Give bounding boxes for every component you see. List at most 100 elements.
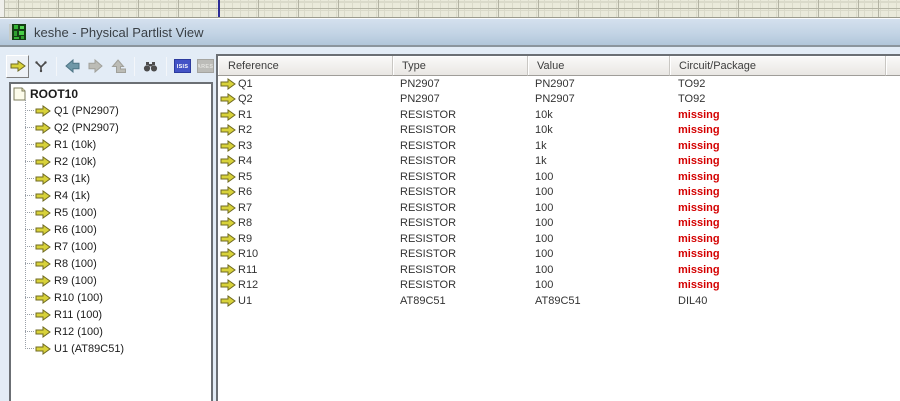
table-row[interactable]: Q1 PN2907 PN2907 TO92	[218, 76, 900, 92]
partlist-table: Reference Type Value Circuit/Package Q1 …	[216, 54, 900, 401]
tree-item-part[interactable]: R10 (100)	[11, 289, 211, 306]
cell-value: PN2907	[535, 93, 575, 106]
tree-item-part[interactable]: U1 (AT89C51)	[11, 340, 211, 357]
tree-item-part[interactable]: Q1 (PN2907)	[11, 102, 211, 119]
tree-root-node[interactable]: ROOT10	[11, 85, 211, 102]
tree-item-part[interactable]: R12 (100)	[11, 323, 211, 340]
tree-item-label: U1 (AT89C51)	[54, 342, 125, 355]
part-arrow-icon	[35, 190, 51, 201]
cell-reference: R1	[218, 109, 393, 121]
cell-reference: R4	[218, 155, 393, 167]
tree-item-label: R8 (100)	[54, 257, 97, 270]
tree-item-label: R2 (10k)	[54, 155, 97, 168]
part-arrow-icon	[220, 217, 236, 229]
tree-item-part[interactable]: R7 (100)	[11, 238, 211, 255]
cell-reference: R12	[218, 279, 393, 291]
table-row[interactable]: Q2 PN2907 PN2907 TO92	[218, 92, 900, 108]
tree-item-part[interactable]: R3 (1k)	[11, 170, 211, 187]
reference-label: Q2	[238, 93, 253, 106]
part-arrow-icon	[220, 202, 236, 214]
tree-item-part[interactable]: Q2 (PN2907)	[11, 119, 211, 136]
pcb-app-icon	[9, 24, 26, 40]
up-level-button[interactable]	[107, 55, 130, 78]
toolbar-separator	[134, 56, 135, 76]
tree-item-label: R1 (10k)	[54, 138, 97, 151]
cell-circuit-package: missing	[678, 217, 720, 230]
cell-circuit-package: TO92	[678, 77, 706, 90]
part-arrow-icon	[10, 60, 25, 72]
cell-type: RESISTOR	[400, 170, 457, 183]
part-arrow-icon	[220, 295, 236, 307]
part-arrow-icon	[35, 122, 51, 133]
forward-button[interactable]	[84, 55, 107, 78]
table-row[interactable]: R3 RESISTOR 1k missing	[218, 138, 900, 154]
goto-ares-button[interactable]: ARES	[194, 55, 217, 78]
ares-icon: ARES	[197, 59, 214, 73]
net-mode-button[interactable]	[29, 55, 52, 78]
cell-circuit-package: missing	[678, 232, 720, 245]
part-arrow-icon	[35, 258, 51, 269]
part-arrow-icon	[35, 326, 51, 337]
back-button[interactable]	[61, 55, 84, 78]
cell-reference: R2	[218, 124, 393, 136]
cell-value: 100	[535, 170, 554, 183]
part-arrow-icon	[35, 156, 51, 167]
table-row[interactable]: R8 RESISTOR 100 missing	[218, 216, 900, 232]
cell-reference: Q2	[218, 93, 393, 105]
cell-value: 100	[535, 217, 554, 230]
part-mode-button[interactable]	[6, 54, 29, 78]
part-arrow-icon	[220, 264, 236, 276]
part-arrow-icon	[35, 275, 51, 286]
table-header: Reference Type Value Circuit/Package	[218, 56, 900, 76]
table-row[interactable]: R6 RESISTOR 100 missing	[218, 185, 900, 201]
cell-reference: Q1	[218, 78, 393, 90]
window-title: keshe - Physical Partlist View	[34, 24, 204, 40]
cell-circuit-package: missing	[678, 186, 720, 199]
column-header-reference[interactable]: Reference	[218, 56, 393, 76]
tree-item-label: R5 (100)	[54, 206, 97, 219]
table-row[interactable]: R4 RESISTOR 1k missing	[218, 154, 900, 170]
tree-item-part[interactable]: R1 (10k)	[11, 136, 211, 153]
cell-circuit-package: missing	[678, 201, 720, 214]
tree-item-label: Q1 (PN2907)	[54, 104, 119, 117]
toolbar-separator	[56, 56, 57, 76]
window-titlebar: keshe - Physical Partlist View	[0, 19, 900, 47]
cell-reference: R3	[218, 140, 393, 152]
part-arrow-icon	[35, 207, 51, 218]
table-row[interactable]: R2 RESISTOR 10k missing	[218, 123, 900, 139]
part-arrow-icon	[220, 93, 236, 105]
tree-children: Q1 (PN2907) Q2 (PN2907) R1 (10k) R2 (10k…	[11, 100, 211, 357]
column-header-circuit-package[interactable]: Circuit/Package	[670, 56, 886, 76]
table-row[interactable]: R11 RESISTOR 100 missing	[218, 262, 900, 278]
goto-isis-button[interactable]: ISIS	[171, 55, 194, 78]
tree-item-part[interactable]: R2 (10k)	[11, 153, 211, 170]
reference-label: R9	[238, 232, 253, 245]
table-row[interactable]: R7 RESISTOR 100 missing	[218, 200, 900, 216]
table-row[interactable]: R9 RESISTOR 100 missing	[218, 231, 900, 247]
cell-value: 100	[535, 201, 554, 214]
cell-type: RESISTOR	[400, 186, 457, 199]
forward-arrow-icon	[88, 58, 103, 74]
toolbar-separator	[166, 56, 167, 76]
table-row[interactable]: U1 AT89C51 AT89C51 DIL40	[218, 293, 900, 309]
table-row[interactable]: R1 RESISTOR 10k missing	[218, 107, 900, 123]
cell-type: RESISTOR	[400, 217, 457, 230]
table-row[interactable]: R5 RESISTOR 100 missing	[218, 169, 900, 185]
cell-value: 10k	[535, 108, 553, 121]
column-header-value[interactable]: Value	[528, 56, 670, 76]
tree-item-part[interactable]: R4 (1k)	[11, 187, 211, 204]
column-header-type[interactable]: Type	[393, 56, 528, 76]
find-button[interactable]	[139, 55, 162, 78]
tree-item-label: Q2 (PN2907)	[54, 121, 119, 134]
tree-item-part[interactable]: R5 (100)	[11, 204, 211, 221]
tree-item-part[interactable]: R6 (100)	[11, 221, 211, 238]
table-row[interactable]: R12 RESISTOR 100 missing	[218, 278, 900, 294]
tree-item-part[interactable]: R9 (100)	[11, 272, 211, 289]
tree-item-part[interactable]: R11 (100)	[11, 306, 211, 323]
junction-icon	[34, 61, 47, 73]
cell-circuit-package: missing	[678, 124, 720, 137]
table-row[interactable]: R10 RESISTOR 100 missing	[218, 247, 900, 263]
reference-label: R7	[238, 201, 253, 214]
cell-circuit-package: missing	[678, 279, 720, 292]
tree-item-part[interactable]: R8 (100)	[11, 255, 211, 272]
